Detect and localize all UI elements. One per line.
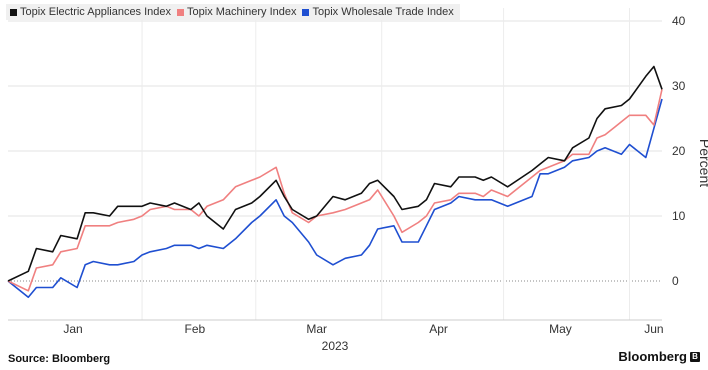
x-tick-label: Apr xyxy=(429,322,448,336)
legend: Topix Electric Appliances Index Topix Ma… xyxy=(6,4,460,20)
brand-logo: Bloomberg B xyxy=(618,349,700,364)
legend-swatch-machinery xyxy=(177,8,185,16)
y-tick-label: 20 xyxy=(672,144,686,158)
x-tick-label: Jan xyxy=(63,322,82,336)
brand-name: Bloomberg xyxy=(618,349,687,364)
bloomberg-mark-icon: B xyxy=(690,351,700,362)
x-tick-label: Feb xyxy=(185,322,206,336)
series-line-wholesale xyxy=(7,98,663,299)
y-tick-label: 0 xyxy=(672,274,679,288)
x-tick-label: Mar xyxy=(306,322,327,336)
legend-swatch-electric xyxy=(10,8,17,16)
legend-item-wholesale: Topix Wholesale Trade Index xyxy=(302,6,454,18)
legend-label-wholesale: Topix Wholesale Trade Index xyxy=(312,6,454,18)
series-line-machinery xyxy=(7,89,663,292)
x-tick-label: Jun xyxy=(644,322,663,336)
legend-swatch-wholesale xyxy=(302,8,310,16)
legend-item-machinery: Topix Machinery Index xyxy=(177,6,296,18)
year-label: 2023 xyxy=(322,339,349,353)
y-axis-title: Percent xyxy=(697,139,708,187)
source-note: Source: Bloomberg xyxy=(8,353,111,365)
y-tick-label: 10 xyxy=(672,209,686,223)
y-tick-label: 30 xyxy=(672,79,686,93)
legend-item-electric: Topix Electric Appliances Index xyxy=(10,6,171,18)
legend-label-electric: Topix Electric Appliances Index xyxy=(20,6,172,18)
series-line-electric xyxy=(7,65,663,282)
legend-label-machinery: Topix Machinery Index xyxy=(187,6,297,18)
y-tick-label: 40 xyxy=(672,14,686,28)
x-tick-label: May xyxy=(549,322,572,336)
